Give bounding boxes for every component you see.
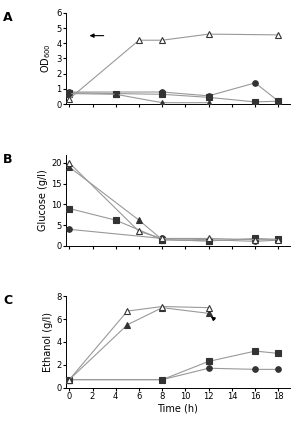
Text: A: A (3, 11, 13, 24)
Text: B: B (3, 153, 13, 166)
Y-axis label: Ethanol (g/l): Ethanol (g/l) (43, 312, 54, 372)
X-axis label: Time (h): Time (h) (158, 403, 198, 414)
Y-axis label: Glucose (g/l): Glucose (g/l) (38, 170, 48, 231)
Y-axis label: OD$_{600}$: OD$_{600}$ (40, 43, 54, 73)
Text: C: C (3, 294, 12, 308)
